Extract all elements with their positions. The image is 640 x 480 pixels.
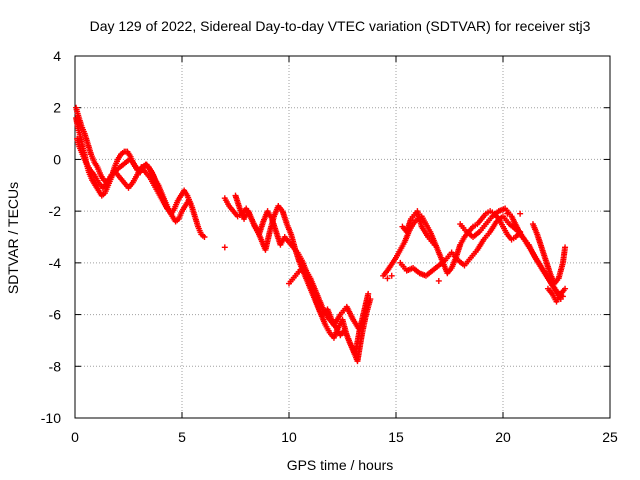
data-point: [388, 272, 395, 279]
data-point: [363, 311, 370, 318]
data-point: [562, 244, 569, 251]
y-axis-label: SDTVAR / TECUs: [5, 182, 21, 294]
data-point: [504, 210, 511, 217]
x-axis-label: GPS time / hours: [287, 457, 394, 473]
data-point: [562, 285, 569, 292]
y-tick-label: 0: [53, 151, 61, 167]
data-point: [435, 277, 442, 284]
x-tick-label: 5: [178, 429, 186, 445]
grid: [75, 56, 610, 418]
data-point: [164, 205, 171, 212]
data-points: [73, 104, 569, 365]
y-tick-label: -6: [49, 307, 62, 323]
x-tick-label: 0: [71, 429, 79, 445]
x-tick-label: 10: [281, 429, 297, 445]
data-point: [431, 241, 438, 248]
x-tick-label: 20: [495, 429, 511, 445]
data-point: [221, 244, 228, 251]
plot-frame: [74, 55, 611, 419]
x-tick-label: 25: [602, 429, 618, 445]
y-tick-label: -8: [49, 358, 62, 374]
chart-title: Day 129 of 2022, Sidereal Day-to-day VTE…: [90, 18, 591, 34]
y-tick-label: -10: [41, 410, 61, 426]
axis-ticks: [74, 55, 611, 419]
y-tick-label: 4: [53, 48, 61, 64]
y-tick-label: 2: [53, 100, 61, 116]
x-tick-label: 15: [388, 429, 404, 445]
data-point: [384, 275, 391, 282]
y-tick-label: -2: [49, 203, 62, 219]
data-point: [201, 234, 208, 240]
data-point: [517, 210, 524, 217]
y-tick-label: -4: [49, 255, 62, 271]
data-point: [187, 200, 194, 207]
data-point: [365, 290, 372, 297]
